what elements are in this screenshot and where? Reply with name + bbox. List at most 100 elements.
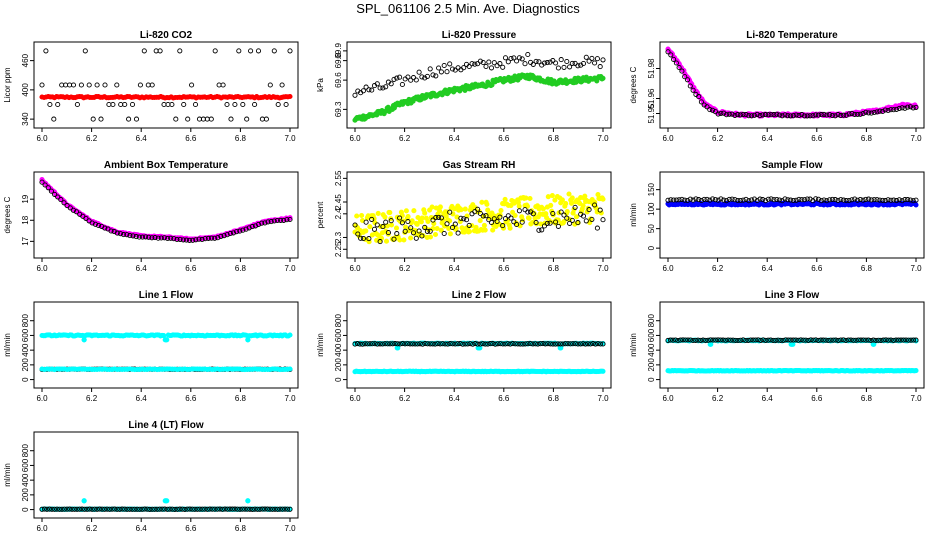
data-point-line4_meas (222, 506, 228, 512)
data-point-line4_meas (254, 506, 260, 512)
data-point-ambient_ref (240, 227, 246, 233)
data-point-line3_meas (863, 337, 869, 343)
y-tick-label: 0 (21, 507, 30, 512)
data-point-pressure_ref (374, 81, 380, 87)
data-point-line4_meas (174, 506, 180, 512)
data-point-line3_meas (738, 337, 744, 343)
data-point-line2_meas (457, 341, 463, 347)
data-point-temp_ref (785, 113, 791, 119)
y-tick-label: 400 (21, 83, 30, 97)
data-point-pressure_ref (500, 64, 506, 70)
data-point-line3_meas (760, 337, 766, 343)
data-point-temp_ref (804, 113, 810, 119)
x-tick-label: 6.8 (548, 134, 560, 143)
data-point-co2_reference (287, 48, 293, 54)
data-point-temp_ref (891, 107, 897, 113)
data-point-pressure_ref (594, 56, 600, 62)
data-point-pressure_ref (419, 74, 425, 80)
data-point-pressure_ref (480, 59, 486, 66)
data-point-co2_reference (228, 116, 234, 122)
data-point-temp_ref (857, 111, 863, 117)
data-point-rh_ref (525, 209, 531, 215)
data-point-line4_meas (139, 506, 145, 512)
data-point-flow_ref (863, 196, 869, 202)
data-point-line3_meas (748, 337, 754, 343)
data-point-line3_meas (708, 337, 714, 343)
y-tick-label: 51.95 (647, 103, 656, 124)
panel-line4: Line 4 (LT) Flow 6.0 6.2 6.4 6.6 6.8 7.0 0 20040… (3, 420, 299, 533)
data-point-pressure_ref (525, 51, 531, 58)
x-tick-label: 6.4 (136, 134, 148, 143)
data-point-flow_ref (815, 196, 822, 202)
data-point-flow_ref (671, 197, 677, 203)
data-point-flow_ref (827, 197, 833, 203)
data-point-rh_ref (436, 214, 442, 220)
data-point-rh_ref (580, 213, 587, 219)
panel-line1: Line 1 Flow 6.0 6.2 6.4 6.6 6.8 7.0 0 2004006008… (3, 290, 299, 403)
data-point-line3_meas (883, 337, 889, 343)
data-point-line3_meas (677, 337, 684, 343)
data-point-line4_meas (217, 506, 223, 512)
data-point-line2_meas (587, 341, 594, 347)
data-point-line2_meas (580, 341, 586, 347)
data-point-co2_reference (43, 48, 49, 54)
data-point-rh_ref (388, 218, 394, 224)
data-point-co2_reference (51, 116, 57, 122)
data-point-line2_meas (354, 341, 361, 347)
data-point-line2_meas (492, 341, 498, 347)
data-point-pressure_ref (519, 56, 525, 62)
data-point-rh_main (527, 195, 533, 202)
data-point-line1_set (161, 333, 167, 339)
data-point-co2_reference (240, 101, 246, 108)
data-point-line4_meas (164, 506, 170, 512)
data-point-line2_meas (570, 341, 576, 347)
data-point-line3_meas (788, 337, 794, 343)
data-point-pressure_ref (567, 64, 573, 70)
data-point-temp_ref (880, 108, 886, 115)
data-point-line3_meas (725, 337, 731, 343)
data-point-temp_ref (810, 113, 816, 119)
data-point-line2_meas (525, 341, 531, 347)
data-point-line4_meas (209, 506, 215, 512)
data-point-line3_meas (810, 337, 816, 343)
data-point-rh_ref (522, 207, 528, 213)
data-point-ambient_ref (246, 225, 252, 231)
data-point-ambient_ref (152, 235, 158, 241)
data-point-line3_meas (728, 337, 734, 343)
data-point-flow_ref (751, 196, 757, 202)
plot-frame (346, 171, 612, 259)
data-point-rh_main (561, 219, 567, 225)
data-point-line2_meas (372, 341, 378, 347)
data-point-line2_meas (592, 341, 599, 347)
data-point-line4_meas (154, 506, 160, 512)
data-point-line2_meas (392, 341, 398, 347)
data-point-pressure_ref (497, 61, 503, 67)
data-point-pressure_ref (553, 60, 559, 66)
data-point-rh_ref (567, 220, 573, 226)
data-point-ambient_ref (227, 230, 233, 237)
data-point-line2_meas (572, 341, 578, 347)
x-tick-label: 6.2 (86, 524, 98, 533)
data-point-rh_ref (497, 214, 503, 220)
data-point-line2_meas (415, 341, 421, 347)
data-point-co2_reference (157, 48, 163, 54)
x-tick-label: 6.4 (449, 264, 461, 273)
data-point-line3_meas (865, 337, 871, 343)
y-axis-label: Licor ppm (3, 67, 12, 102)
data-point-rh_main (425, 218, 431, 225)
data-point-line3_meas (763, 337, 769, 343)
data-point-temp_ref (796, 112, 802, 119)
data-point-line2_meas (407, 341, 413, 347)
y-tick-label: 69.8 (334, 52, 343, 68)
data-point-line4_meas (72, 506, 78, 512)
data-point-rh_main (403, 208, 409, 214)
data-point-rh_ref (399, 220, 405, 226)
y-tick-label: 69.9 (334, 43, 343, 59)
data-point-line3_meas (890, 337, 897, 343)
data-point-rh_main (563, 201, 569, 207)
y-tick-label: 800 (334, 313, 343, 327)
data-point-rh_ref (561, 212, 567, 218)
data-point-rh_main (485, 207, 491, 213)
data-point-temp_ref (813, 112, 819, 118)
data-point-ambient_ref (262, 220, 268, 226)
